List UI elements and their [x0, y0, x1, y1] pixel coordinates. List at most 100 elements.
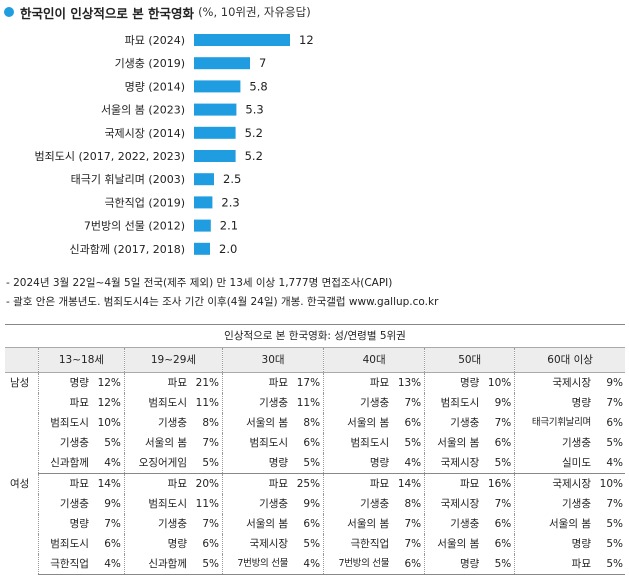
- movie-percent: 6%: [494, 437, 512, 449]
- bullet-dot-icon: [4, 7, 14, 17]
- movie-percent: 6%: [104, 538, 121, 550]
- table-row: 신과함께 4% 오징어게임 5% 명량 5% 명량 4% 국제시장 5% 실미도 4%: [5, 453, 625, 474]
- table-row: 극한직업 4% 신과함께 5% 7번방의 선물 4% 7번방의 선물 6% 명량 5% 파묘 5%: [5, 554, 625, 575]
- value-label: 2.1: [220, 219, 238, 233]
- movie-percent: 14%: [397, 478, 422, 490]
- age-group-header: 40대: [323, 347, 425, 373]
- category-label: 국제시장 (2014): [104, 127, 185, 140]
- bar: [194, 126, 236, 139]
- table-row: 명량 7% 기생충 7% 서울의 봄 6% 서울의 봄 7% 기생충 6% 서울의 봄 5%: [5, 514, 625, 534]
- movie-percent: 7%: [404, 397, 422, 409]
- category-label: 신과함께 (2017, 2018): [69, 243, 185, 256]
- movie-name: 파묘: [222, 473, 293, 494]
- table-row: 범죄도시 10% 기생충 8% 서울의 봄 8% 서울의 봄 6% 기생충 7% 태극기휘날리며 6%: [5, 413, 625, 433]
- chart-subtitle: (%, 10위권, 자유응답): [198, 5, 311, 19]
- movie-percent: 9%: [606, 377, 623, 389]
- movie-name: 서울의 봄: [323, 413, 394, 433]
- movie-percent: 5%: [191, 453, 223, 474]
- movie-name: 파묘: [37, 393, 93, 413]
- value-label: 5.2: [245, 126, 263, 140]
- movie-name: 명량: [514, 534, 595, 554]
- movie-percent: 6%: [393, 554, 425, 575]
- movie-percent: 5%: [104, 437, 121, 449]
- movie-name: 서울의 봄: [424, 433, 484, 453]
- value-label: 5.3: [245, 103, 263, 117]
- movie-name: 극한직업: [323, 534, 394, 554]
- bar: [194, 57, 250, 70]
- movie-percent: 12%: [97, 397, 121, 409]
- movie-name: 명량: [424, 554, 484, 575]
- movie-percent: 7%: [494, 417, 512, 429]
- movie-percent: 16%: [487, 478, 512, 490]
- movie-percent: 5%: [483, 554, 515, 575]
- movie-percent: 7%: [202, 518, 219, 530]
- movie-name: 기생충: [323, 494, 394, 514]
- bar: [194, 34, 290, 46]
- movie-percent: 25%: [296, 478, 321, 490]
- movie-percent: 5%: [483, 453, 515, 474]
- movie-percent: 5%: [303, 538, 321, 550]
- movie-name: 기생충: [123, 413, 191, 433]
- movie-name: 범죄도시: [323, 433, 394, 453]
- movie-percent: 9%: [494, 397, 512, 409]
- bar: [194, 219, 211, 232]
- value-label: 2.3: [221, 195, 239, 209]
- movie-percent: 10%: [487, 377, 512, 389]
- bar-chart: 파묘 (2024) 12 기생충 (2019) 7 명량 (2014) 5.8 서울의 봄 …: [34, 33, 313, 256]
- movie-name: 서울의 봄: [222, 514, 293, 534]
- table-row: 여성 파묘 14% 파묘 20% 파묘 25% 파묘 14% 파묘 16% 국제시장 10%: [5, 473, 625, 494]
- table-row: 범죄도시 6% 명량 6% 국제시장 5% 극한직업 7% 서울의 봄 6% 명량 5%: [5, 534, 625, 554]
- rank-table: 인상적으로 본 한국영화: 성/연령별 5위권 13~18세 19~29세 30대 4…: [5, 324, 625, 575]
- bar: [194, 103, 237, 116]
- movie-name: 범죄도시: [222, 433, 293, 453]
- movie-percent: 17%: [296, 377, 321, 389]
- movie-name: 파묘: [37, 473, 93, 494]
- movie-name: 범죄도시: [123, 494, 191, 514]
- movie-percent: 7%: [404, 538, 422, 550]
- movie-name: 7번방의 선물: [323, 554, 394, 575]
- category-label: 극한직업 (2019): [104, 196, 185, 209]
- movie-name: 명량: [222, 453, 293, 474]
- bar: [194, 150, 236, 162]
- movie-name: 기생충: [323, 393, 394, 413]
- movie-percent: 7%: [404, 518, 422, 530]
- movie-percent: 4%: [92, 453, 125, 474]
- movie-name: 국제시장: [222, 534, 293, 554]
- movie-name: 범죄도시: [424, 393, 484, 413]
- chart-title-row: 한국인이 인상적으로 본 한국영화 (%, 10위권, 자유응답): [4, 2, 311, 22]
- movie-percent: 14%: [97, 478, 121, 490]
- gender-label: 여성: [10, 477, 30, 490]
- table-header-row: 13~18세 19~29세 30대 40대 50대 60대 이상: [5, 347, 625, 373]
- movie-percent: 4%: [595, 453, 625, 474]
- movie-name: 범죄도시: [123, 393, 191, 413]
- movie-percent: 5%: [404, 437, 422, 449]
- movie-name: 7번방의 선물: [222, 554, 293, 575]
- movie-percent: 5%: [191, 554, 223, 575]
- category-label: 7번방의 선물 (2012): [84, 220, 185, 233]
- movie-name: 파묘: [323, 473, 394, 494]
- movie-name: 극한직업: [37, 554, 93, 575]
- movie-name: 기생충: [37, 494, 93, 514]
- movie-percent: 9%: [104, 498, 121, 510]
- movie-name: 태극기휘날리며: [514, 413, 595, 433]
- movie-name: 기생충: [37, 433, 93, 453]
- movie-percent: 7%: [202, 437, 219, 449]
- movie-percent: 10%: [97, 417, 121, 429]
- movie-percent: 11%: [195, 397, 219, 409]
- movie-name: 오징어게임: [123, 453, 191, 474]
- movie-percent: 6%: [494, 538, 512, 550]
- movie-percent: 6%: [404, 417, 422, 429]
- movie-percent: 6%: [303, 518, 321, 530]
- age-group-header: 19~29세: [123, 347, 223, 373]
- movie-percent: 7%: [494, 498, 512, 510]
- movie-percent: 21%: [195, 377, 219, 389]
- movie-name: 서울의 봄: [123, 433, 191, 453]
- bar: [194, 80, 241, 93]
- table-row: 남성 명량 12% 파묘 21% 파묘 17% 파묘 13% 명량 10% 국제시장 9%: [5, 372, 625, 393]
- value-label: 5.8: [249, 79, 267, 93]
- movie-percent: 4%: [92, 554, 125, 575]
- movie-name: 기생충: [123, 514, 191, 534]
- category-label: 파묘 (2024): [125, 34, 185, 47]
- notes: - 2024년 3월 22일~4월 5일 전국(제주 제외) 만 13세 이상 …: [6, 274, 438, 312]
- movie-name: 명량: [323, 453, 394, 474]
